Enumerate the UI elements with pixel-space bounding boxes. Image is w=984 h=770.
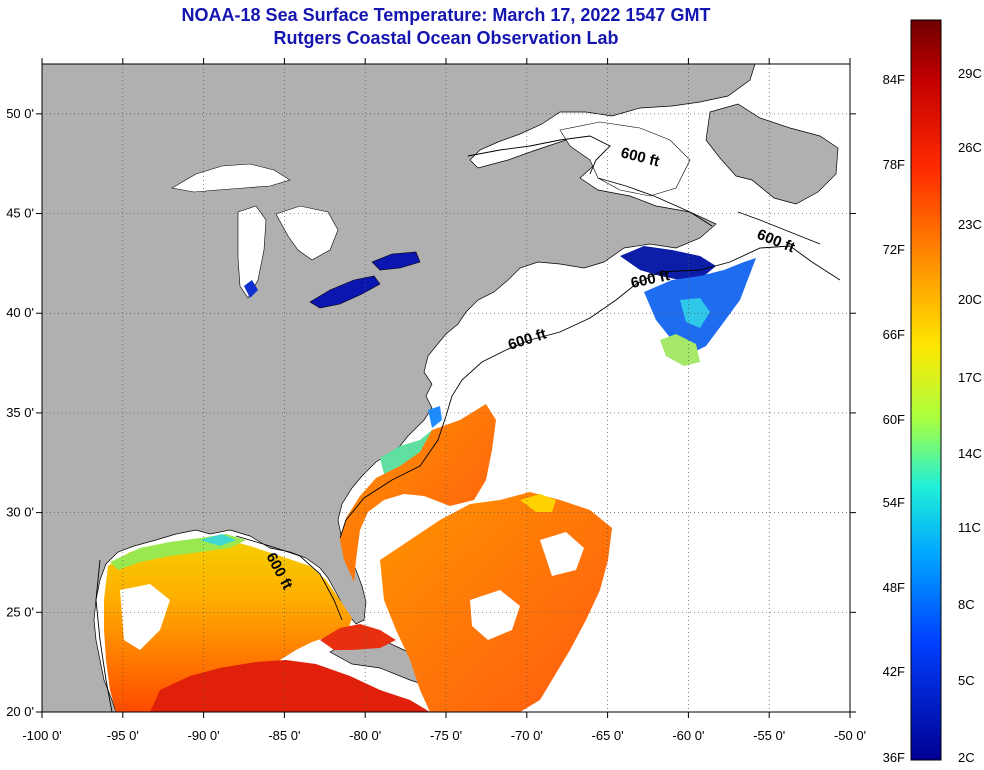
colorbar-c-label: 5C — [958, 673, 975, 688]
lake-superior — [171, 163, 291, 193]
lon-tick-label: -55 0' — [753, 728, 785, 743]
lon-tick-label: -80 0' — [349, 728, 381, 743]
colorbar-c-label: 23C — [958, 217, 982, 232]
colorbar-c-label: 14C — [958, 446, 982, 461]
lat-tick-label: 45 0' — [6, 206, 34, 221]
lon-tick-label: -100 0' — [22, 728, 61, 743]
graticule — [42, 64, 850, 712]
colorbar-f-label: 66F — [883, 327, 905, 342]
lon-tick-label: -75 0' — [430, 728, 462, 743]
colorbar: 84F 78F 72F 66F 60F 54F 48F 42F 36F 29C 26C 23C 20C… — [883, 19, 982, 765]
sst-patch-scotian-shelf — [620, 246, 716, 280]
colorbar-c-label: 29C — [958, 66, 982, 81]
lon-tick-label: -85 0' — [268, 728, 300, 743]
sst-gulf-stream — [340, 404, 496, 582]
colorbar-f-label: 72F — [883, 242, 905, 257]
cloud-gap-gulf — [120, 584, 170, 650]
colorbar-f-label: 54F — [883, 495, 905, 510]
lake-huron — [275, 205, 339, 261]
colorbar-c-label: 26C — [958, 140, 982, 155]
lat-tick-label: 25 0' — [6, 604, 34, 619]
colorbar-fahrenheit-labels: 84F 78F 72F 66F 60F 54F 48F 42F 36F — [883, 72, 905, 765]
lat-tick-label: 40 0' — [6, 305, 34, 320]
lake-ontario — [371, 251, 421, 271]
colorbar-c-label: 17C — [958, 370, 982, 385]
map-axes: -100 0' -95 0' -90 0' -85 0' -80 0' -75 0' -70… — [6, 58, 866, 743]
lat-tick-label: 50 0' — [6, 106, 34, 121]
lon-tick-label: -60 0' — [672, 728, 704, 743]
sst-gulf-of-mexico — [104, 538, 352, 712]
colorbar-f-label: 84F — [883, 72, 905, 87]
sst-caribbean — [150, 660, 430, 712]
cloud-gap-atlantic — [470, 590, 520, 640]
colorbar-f-label: 48F — [883, 580, 905, 595]
colorbar-f-label: 42F — [883, 664, 905, 679]
lon-tick-label: -90 0' — [188, 728, 220, 743]
lon-tick-label: -50 0' — [834, 728, 866, 743]
lake-erie — [309, 275, 381, 309]
land-north-america — [42, 64, 756, 712]
sst-coastal-cool-band — [380, 430, 436, 474]
lake-michigan — [237, 205, 267, 299]
land-newfoundland — [705, 103, 839, 205]
map-title: NOAA-18 Sea Surface Temperature: March 1… — [181, 5, 711, 25]
gulf-st-lawrence — [559, 121, 691, 197]
map-subtitle: Rutgers Coastal Ocean Observation Lab — [273, 28, 619, 48]
colorbar-c-label: 2C — [958, 750, 975, 765]
sst-cape-hatteras-cold — [428, 406, 442, 428]
lat-tick-label: 20 0' — [6, 704, 34, 719]
lon-tick-label: -65 0' — [592, 728, 624, 743]
colorbar-f-label: 60F — [883, 412, 905, 427]
sst-gulf-cyan-edge — [200, 534, 236, 546]
colorbar-f-label: 36F — [883, 750, 905, 765]
colorbar-f-label: 78F — [883, 157, 905, 172]
map-area: 600 ft 600 ft 600 ft 600 ft 600 ft — [42, 64, 850, 712]
lat-tick-label: 35 0' — [6, 405, 34, 420]
lon-tick-label: -70 0' — [511, 728, 543, 743]
colorbar-celsius-labels: 29C 26C 23C 20C 17C 14C 11C 8C 5C 2C — [958, 66, 982, 765]
lake-michigan-patch — [244, 280, 258, 298]
lon-tick-label: -95 0' — [107, 728, 139, 743]
isobath-contours — [95, 135, 841, 712]
title-block: NOAA-18 Sea Surface Temperature: March 1… — [42, 4, 850, 50]
lat-tick-label: 30 0' — [6, 505, 34, 520]
colorbar-c-label: 11C — [958, 520, 981, 535]
colorbar-c-label: 20C — [958, 292, 982, 307]
sst-patch-slope-green — [660, 334, 700, 366]
cloud-gap-atlantic-2 — [540, 532, 584, 576]
colorbar-c-label: 8C — [958, 597, 975, 612]
colorbar-scale — [910, 19, 942, 761]
sst-florida-straits — [320, 624, 396, 650]
sst-yellow-front — [520, 494, 556, 512]
